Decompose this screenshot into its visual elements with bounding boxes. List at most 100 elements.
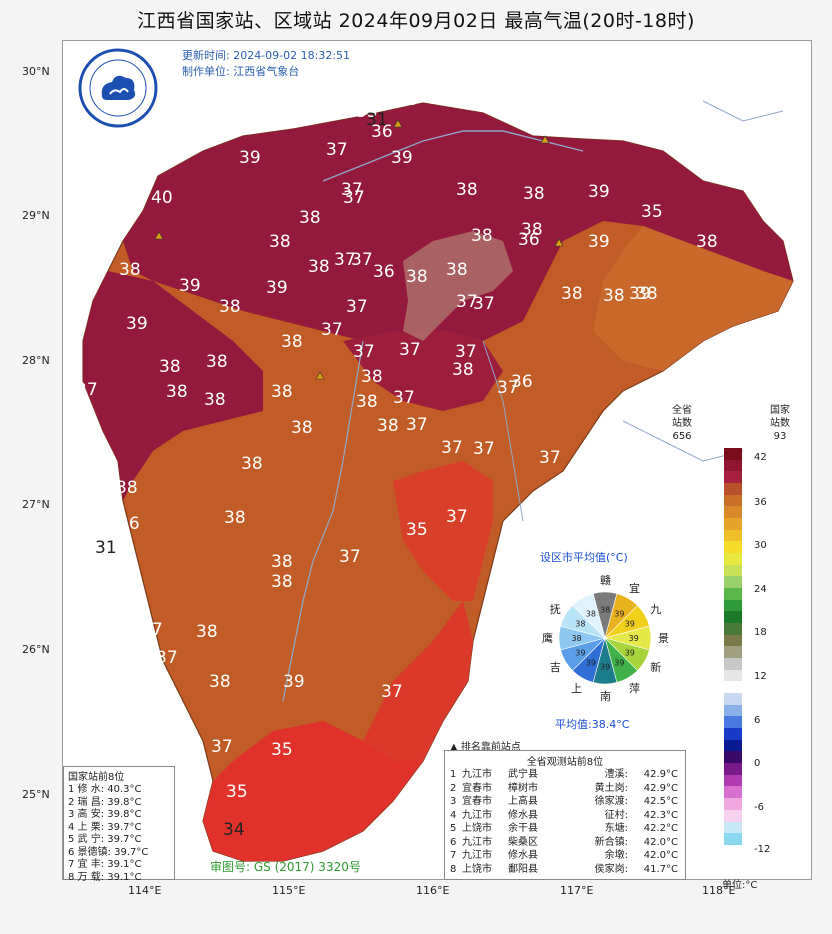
zone-red-southeast <box>363 601 473 761</box>
colorbar-cell <box>724 514 742 519</box>
rank-cell-val: 41.7°C <box>643 863 678 875</box>
temperature-value: 37 <box>381 682 403 702</box>
rank-cell-site: 澧溪: <box>604 769 628 780</box>
colorbar-cell <box>724 735 742 740</box>
temperature-value: 38 <box>63 386 80 406</box>
colorbar-head-national: 国家 站数 93 <box>770 404 790 443</box>
temperature-value: 37 <box>156 648 178 668</box>
colorbar-tick: -6 <box>754 802 764 813</box>
temperature-value: 37 <box>346 297 368 317</box>
colorbar-cell <box>724 642 742 647</box>
colorbar-tick: 18 <box>754 627 767 638</box>
colorbar-cell <box>724 483 742 487</box>
colorbar-cell <box>724 708 742 713</box>
map-frame[interactable]: 38 39 39 38 33 31 36 39 37 39 37 38 38 39 40 37 38 37 38 39… <box>62 40 812 880</box>
temperature-value: 38 <box>271 382 293 402</box>
temperature-value: 33 <box>356 102 378 122</box>
temperature-value: 37 <box>399 340 421 360</box>
temperature-value: 37 <box>473 294 495 314</box>
zone-crimson-west <box>83 271 263 501</box>
colorbar-cell <box>724 591 742 596</box>
colorbar-cell <box>724 654 742 659</box>
colorbar-cell <box>724 564 742 569</box>
temperature-value: 34 <box>223 820 245 840</box>
colorbar-cell <box>724 743 742 748</box>
colorbar-cell <box>724 603 742 608</box>
pie-slice-value: 38 <box>600 605 610 614</box>
colorbar-cell <box>724 661 742 666</box>
temperature-value: 38 <box>521 220 543 240</box>
colorbar-cell <box>724 767 742 771</box>
province-rank-row: 1 九江市 武宁县 澧溪: 42.9°C <box>445 768 685 782</box>
rank-cell-rank: 2 <box>450 782 457 794</box>
temperature-value: 38 <box>603 286 625 306</box>
rank-cell-county: 樟树市 <box>508 782 538 794</box>
national-rank-row: 6 景德镇: 39.7°C <box>68 846 149 858</box>
colorbar-cell <box>724 747 742 752</box>
colorbar-cell <box>724 778 742 783</box>
colorbar-cell <box>724 494 742 499</box>
pie-city-label: 萍 <box>629 682 640 695</box>
colorbar-cell <box>724 712 742 717</box>
rank-cell-val: 42.0°C <box>643 836 678 848</box>
city-average-title: 设区市平均值(°C) <box>540 551 628 564</box>
map-title: 江西省国家站、区域站 2024年09月02日 最高气温(20时-18时) <box>137 10 695 32</box>
rank-cell-city: 九江市 <box>462 850 492 861</box>
temperature-value: 37 <box>351 250 373 270</box>
lat-label-26: 26°N <box>22 643 50 656</box>
colorbar-cell <box>724 498 742 503</box>
update-time: 更新时间: 2024-09-02 18:32:51 <box>182 49 351 62</box>
colorbar-cell <box>724 739 742 744</box>
rank-cell-rank: 8 <box>450 863 457 875</box>
province-rank-row: 3 宜春市 上高县 徐家渡: 42.5°C <box>445 795 685 809</box>
colorbar-cell <box>724 673 742 678</box>
temperature-value: 38 <box>471 226 493 246</box>
temperature-value: 38 <box>219 297 241 317</box>
province-rank-row: 8 上饶市 鄱阳县 侯家岗: 41.7°C <box>445 863 685 877</box>
pie-slice-value: 39 <box>625 620 635 629</box>
colorbar-cell <box>724 486 742 491</box>
temperature-value: 37 <box>334 250 356 270</box>
producer: 制作单位: 江西省气象台 <box>182 65 300 78</box>
colorbar-cell <box>724 556 742 561</box>
temperature-value: 38 <box>396 90 418 110</box>
colorbar-cell <box>724 634 742 639</box>
temperature-value: 37 <box>497 378 519 398</box>
poyang-lake <box>403 231 513 341</box>
temperature-value: 36 <box>373 262 395 282</box>
colorbar-cell <box>724 588 742 592</box>
temperature-value: 38 <box>206 352 228 372</box>
zone-red-south <box>203 721 423 861</box>
colorbar-tick: -12 <box>754 844 771 855</box>
colorbar-cell <box>724 541 742 546</box>
temperature-value: 39 <box>369 90 391 110</box>
colorbar-cell <box>724 751 742 756</box>
colorbar-cell <box>724 770 742 775</box>
colorbar-cell <box>724 521 742 526</box>
map-approval-number: 审图号: GS (2017) 3320号 <box>210 860 361 874</box>
pie-city-label: 九 <box>650 603 661 616</box>
province-rank-row: 6 九江市 柴桑区 新合镇: 42.0°C <box>445 836 685 850</box>
rank-cell-val: 42.3°C <box>643 809 678 821</box>
temperature-value: 37 <box>353 342 375 362</box>
rank-cell-county: 鄱阳县 <box>508 863 538 875</box>
province-rank-row: 4 九江市 修水县 征村: 42.3°C <box>445 809 685 823</box>
colorbar-cell <box>724 638 742 643</box>
cb-head-l3: 656 <box>672 431 692 442</box>
rank-cell-county: 修水县 <box>508 850 538 861</box>
temperature-value: 39 <box>316 82 338 102</box>
temperature-value: 38 <box>271 552 293 572</box>
temperature-value: 37 <box>441 438 463 458</box>
colorbar-cell <box>724 817 742 822</box>
lat-label-28: 28°N <box>22 354 50 367</box>
temperature-value: 37 <box>406 415 428 435</box>
temperature-value: 38 <box>159 357 181 377</box>
pie-slice-value: 39 <box>614 609 624 618</box>
temperature-value: 39 <box>588 182 610 202</box>
pie-slice-value: 39 <box>625 648 635 657</box>
rank-cell-rank: 5 <box>450 823 457 834</box>
temperature-value: 35 <box>641 202 663 222</box>
pie-city-label: 景 <box>658 632 669 645</box>
colorbar-tick: 24 <box>754 584 767 595</box>
